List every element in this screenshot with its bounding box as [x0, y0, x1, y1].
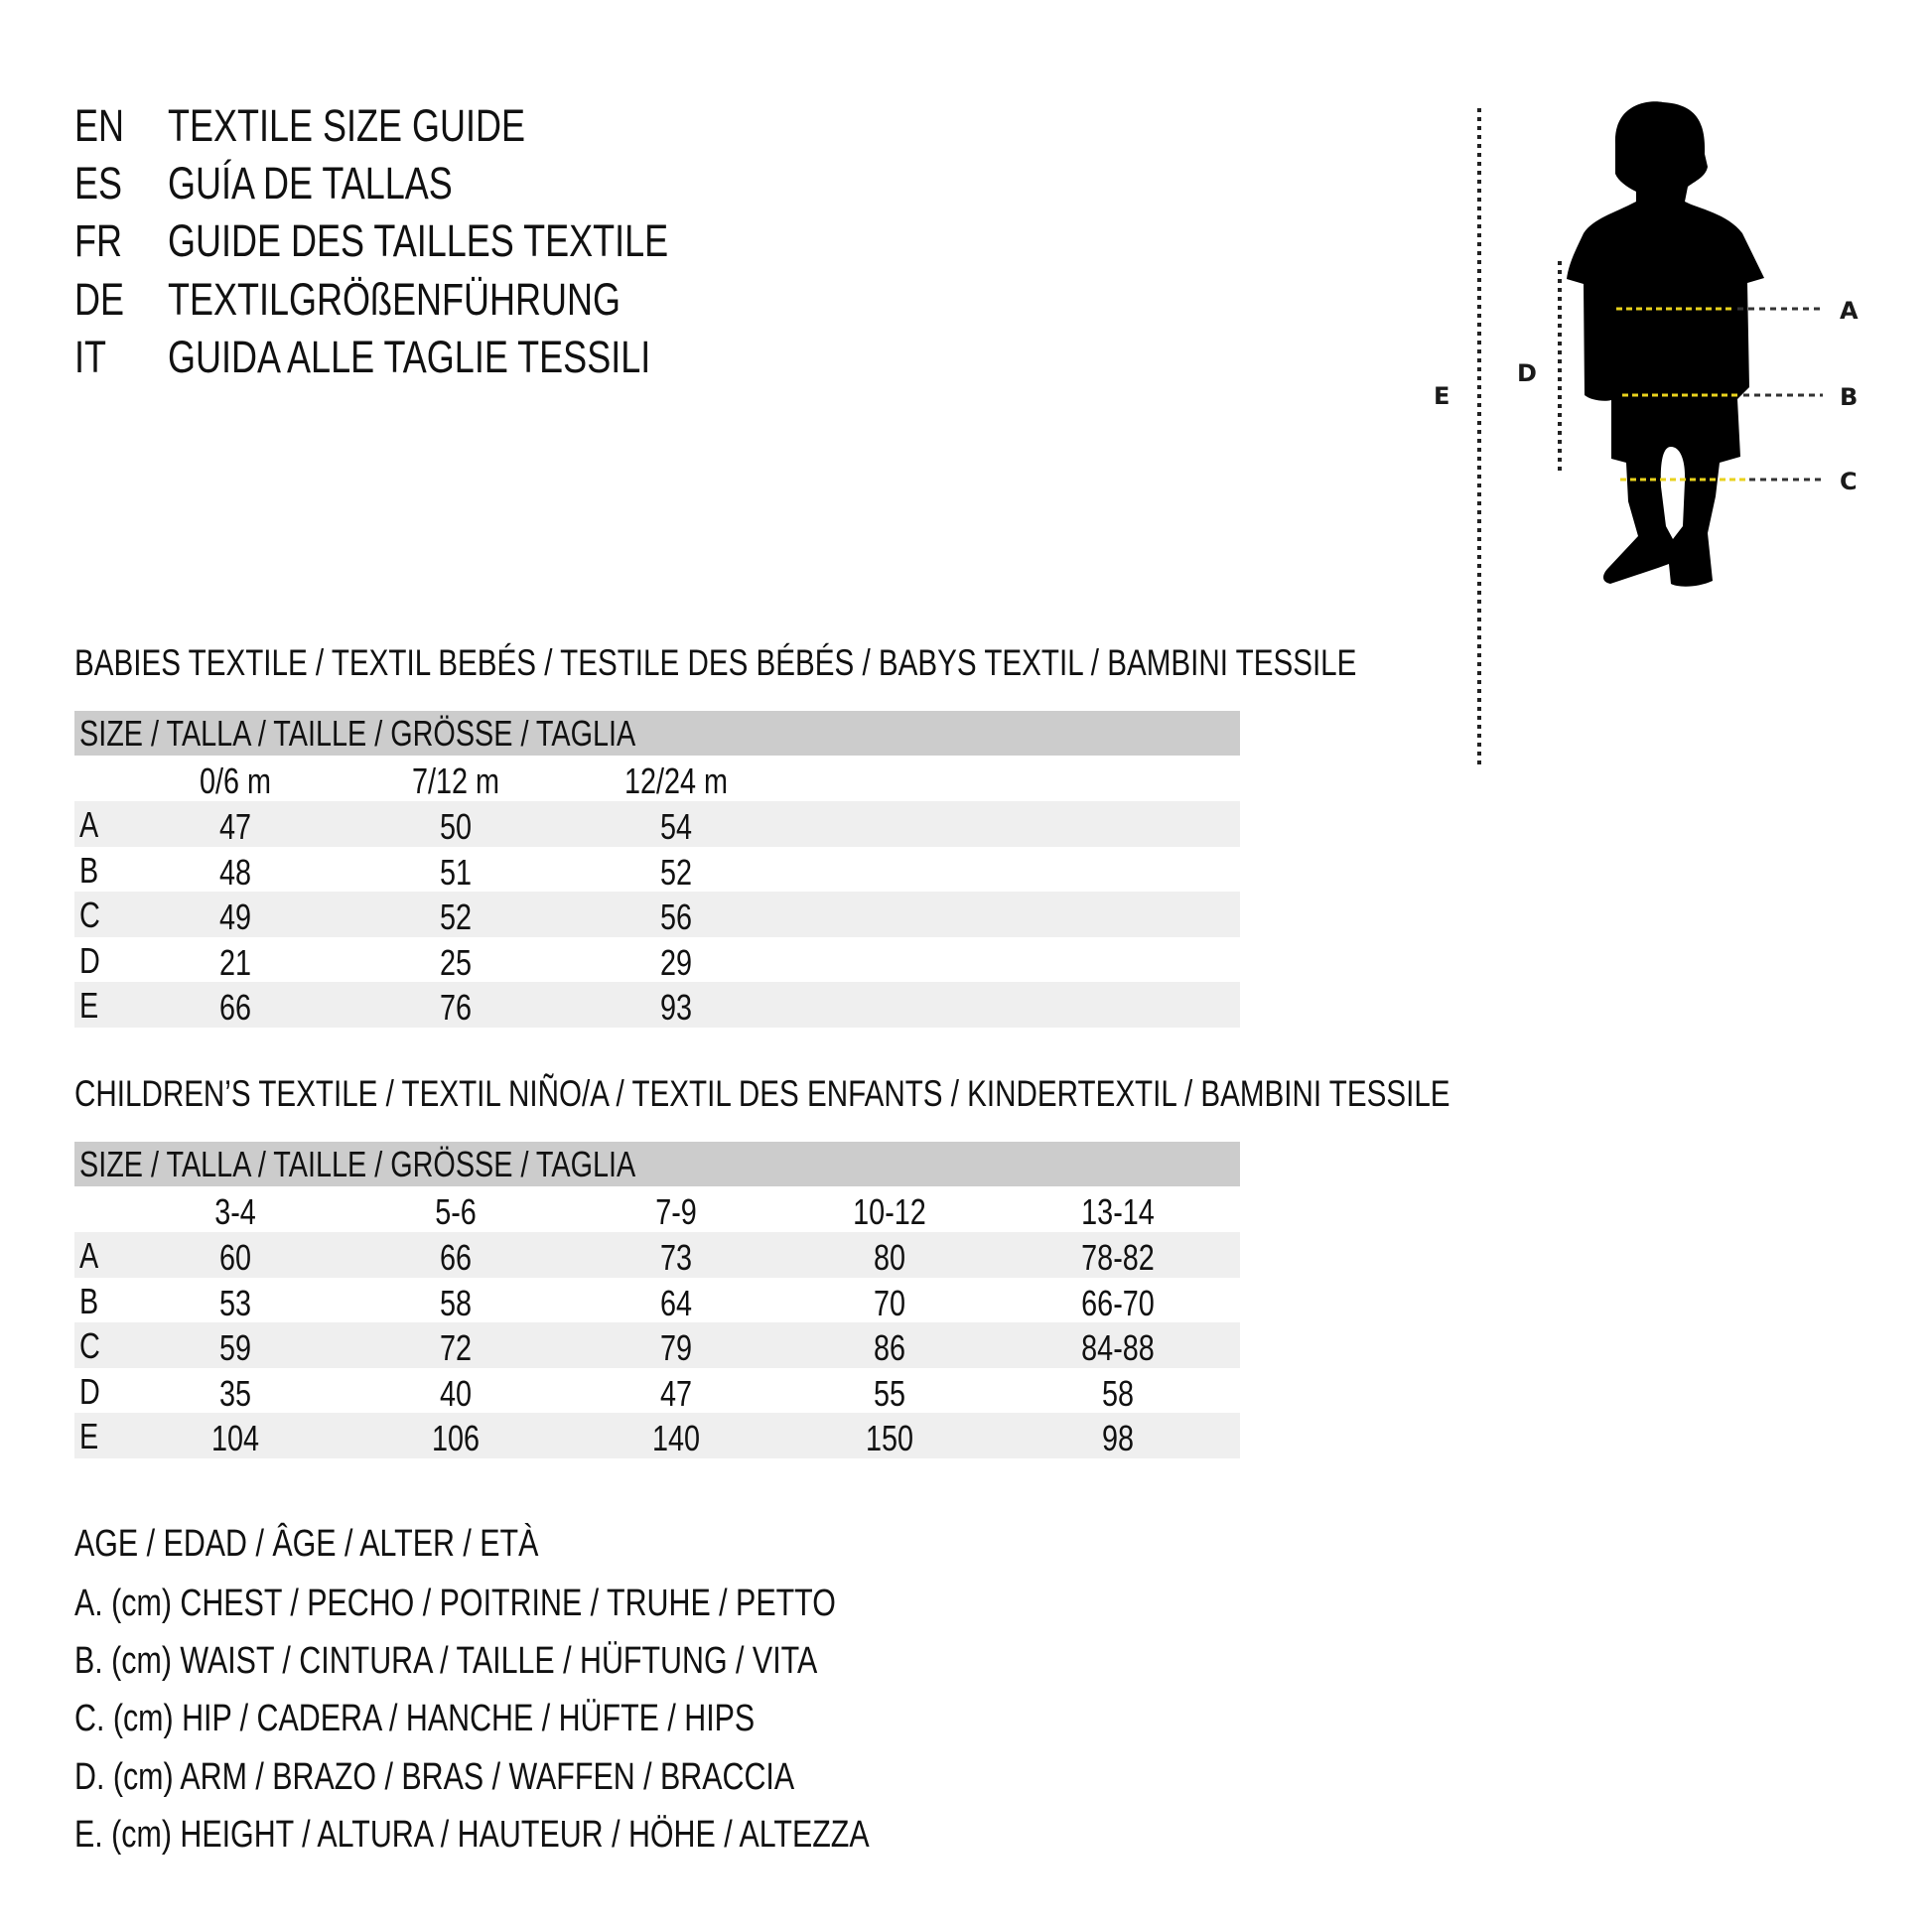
row-label: D	[79, 1370, 100, 1412]
column-header: 12/24 m	[623, 760, 729, 801]
language-code: EN	[74, 100, 125, 151]
table-cell: 78-82	[1081, 1237, 1155, 1278]
table-cell: 64	[659, 1282, 693, 1323]
measure-lines	[1616, 307, 1823, 482]
row-label: B	[79, 1280, 99, 1321]
label-b: B	[1840, 383, 1859, 411]
column-header: 7/12 m	[411, 760, 500, 801]
table-cell: 86	[873, 1327, 906, 1368]
height-guide-line	[1477, 108, 1481, 764]
legend-line: AGE / EDAD / ÂGE / ALTER / ETÀ	[74, 1523, 539, 1565]
legend-line: C. (cm) HIP / CADERA / HANCHE / HÜFTE / …	[74, 1698, 756, 1739]
label-c: C	[1840, 468, 1858, 495]
size-header-label: SIZE / TALLA / TAILLE / GRÖSSE / TAGLIA	[79, 713, 636, 754]
language-code: ES	[74, 158, 123, 208]
legend-line: A. (cm) CHEST / PECHO / POITRINE / TRUHE…	[74, 1583, 836, 1624]
table-cell: 50	[439, 806, 473, 847]
row-label: E	[79, 1416, 99, 1456]
language-code: DE	[74, 274, 125, 325]
table-cell: 80	[873, 1237, 906, 1278]
table-cell: 98	[1101, 1418, 1135, 1458]
table-cell: 51	[439, 851, 473, 893]
column-header: 3-4	[214, 1191, 256, 1232]
table-cell: 76	[439, 987, 473, 1028]
table-cell: 53	[218, 1282, 252, 1323]
row-label: C	[79, 895, 100, 935]
table-cell: 150	[865, 1418, 914, 1458]
column-header: 5-6	[435, 1191, 477, 1232]
row-label: A	[79, 1235, 99, 1276]
row-shade	[74, 892, 1240, 937]
table-cell: 52	[659, 851, 693, 893]
table-cell: 93	[659, 987, 693, 1028]
table-cell: 40	[439, 1372, 473, 1414]
table-cell: 104	[210, 1418, 260, 1458]
table-cell: 25	[439, 941, 473, 983]
table-cell: 58	[1101, 1372, 1135, 1414]
title-text: TEXTILE SIZE GUIDE	[168, 100, 526, 151]
table-cell: 47	[218, 806, 252, 847]
table-cell: 52	[439, 897, 473, 937]
row-shade	[74, 1232, 1240, 1278]
table-cell: 48	[218, 851, 252, 893]
table-cell: 140	[651, 1418, 701, 1458]
table-cell: 58	[439, 1282, 473, 1323]
legend-line: D. (cm) ARM / BRAZO / BRAS / WAFFEN / BR…	[74, 1756, 795, 1798]
label-d: D	[1517, 359, 1537, 387]
row-shade	[74, 801, 1240, 847]
row-label: C	[79, 1325, 100, 1366]
table-heading: BABIES TEXTILE / TEXTIL BEBÉS / TESTILE …	[74, 642, 1357, 683]
column-header: 0/6 m	[199, 760, 272, 801]
table-cell: 70	[873, 1282, 906, 1323]
table-cell: 72	[439, 1327, 473, 1368]
table-cell: 47	[659, 1372, 693, 1414]
row-shade	[74, 1413, 1240, 1458]
table-cell: 55	[873, 1372, 906, 1414]
table-cell: 106	[431, 1418, 481, 1458]
title-text: GUIDA ALLE TAGLIE TESSILI	[168, 332, 651, 382]
language-code: IT	[74, 332, 106, 382]
label-a: A	[1840, 297, 1859, 325]
table-cell: 66	[439, 1237, 473, 1278]
table-cell: 21	[218, 941, 252, 983]
table-cell: 84-88	[1081, 1327, 1155, 1368]
size-header-band	[74, 1142, 1240, 1186]
table-cell: 35	[218, 1372, 252, 1414]
title-text: GUÍA DE TALLAS	[168, 158, 453, 208]
legend-line: E. (cm) HEIGHT / ALTURA / HAUTEUR / HÖHE…	[74, 1814, 870, 1856]
table-cell: 59	[218, 1327, 252, 1368]
title-text: GUIDE DES TAILLES TEXTILE	[168, 215, 669, 266]
label-e: E	[1434, 382, 1450, 410]
column-header: 10-12	[853, 1191, 926, 1232]
child-silhouette	[1567, 101, 1764, 587]
column-header: 7-9	[655, 1191, 697, 1232]
table-cell: 73	[659, 1237, 693, 1278]
title-text: TEXTILGRÖßENFÜHRUNG	[168, 274, 621, 325]
row-label: E	[79, 985, 99, 1026]
size-header-label: SIZE / TALLA / TAILLE / GRÖSSE / TAGLIA	[79, 1144, 636, 1184]
table-cell: 79	[659, 1327, 693, 1368]
row-shade	[74, 1322, 1240, 1368]
table-cell: 29	[659, 941, 693, 983]
table-cell: 60	[218, 1237, 252, 1278]
table-heading: CHILDREN’S TEXTILE / TEXTIL NIÑO/A / TEX…	[74, 1073, 1450, 1114]
legend-line: B. (cm) WAIST / CINTURA / TAILLE / HÜFTU…	[74, 1640, 818, 1682]
row-label: B	[79, 849, 99, 891]
table-cell: 66-70	[1081, 1282, 1155, 1323]
table-cell: 54	[659, 806, 693, 847]
table-cell: 49	[218, 897, 252, 937]
row-label: D	[79, 939, 100, 981]
row-label: A	[79, 804, 99, 845]
language-code: FR	[74, 215, 122, 266]
row-shade	[74, 982, 1240, 1028]
table-cell: 66	[218, 987, 252, 1028]
size-header-band	[74, 711, 1240, 756]
column-header: 13-14	[1081, 1191, 1155, 1232]
table-cell: 56	[659, 897, 693, 937]
